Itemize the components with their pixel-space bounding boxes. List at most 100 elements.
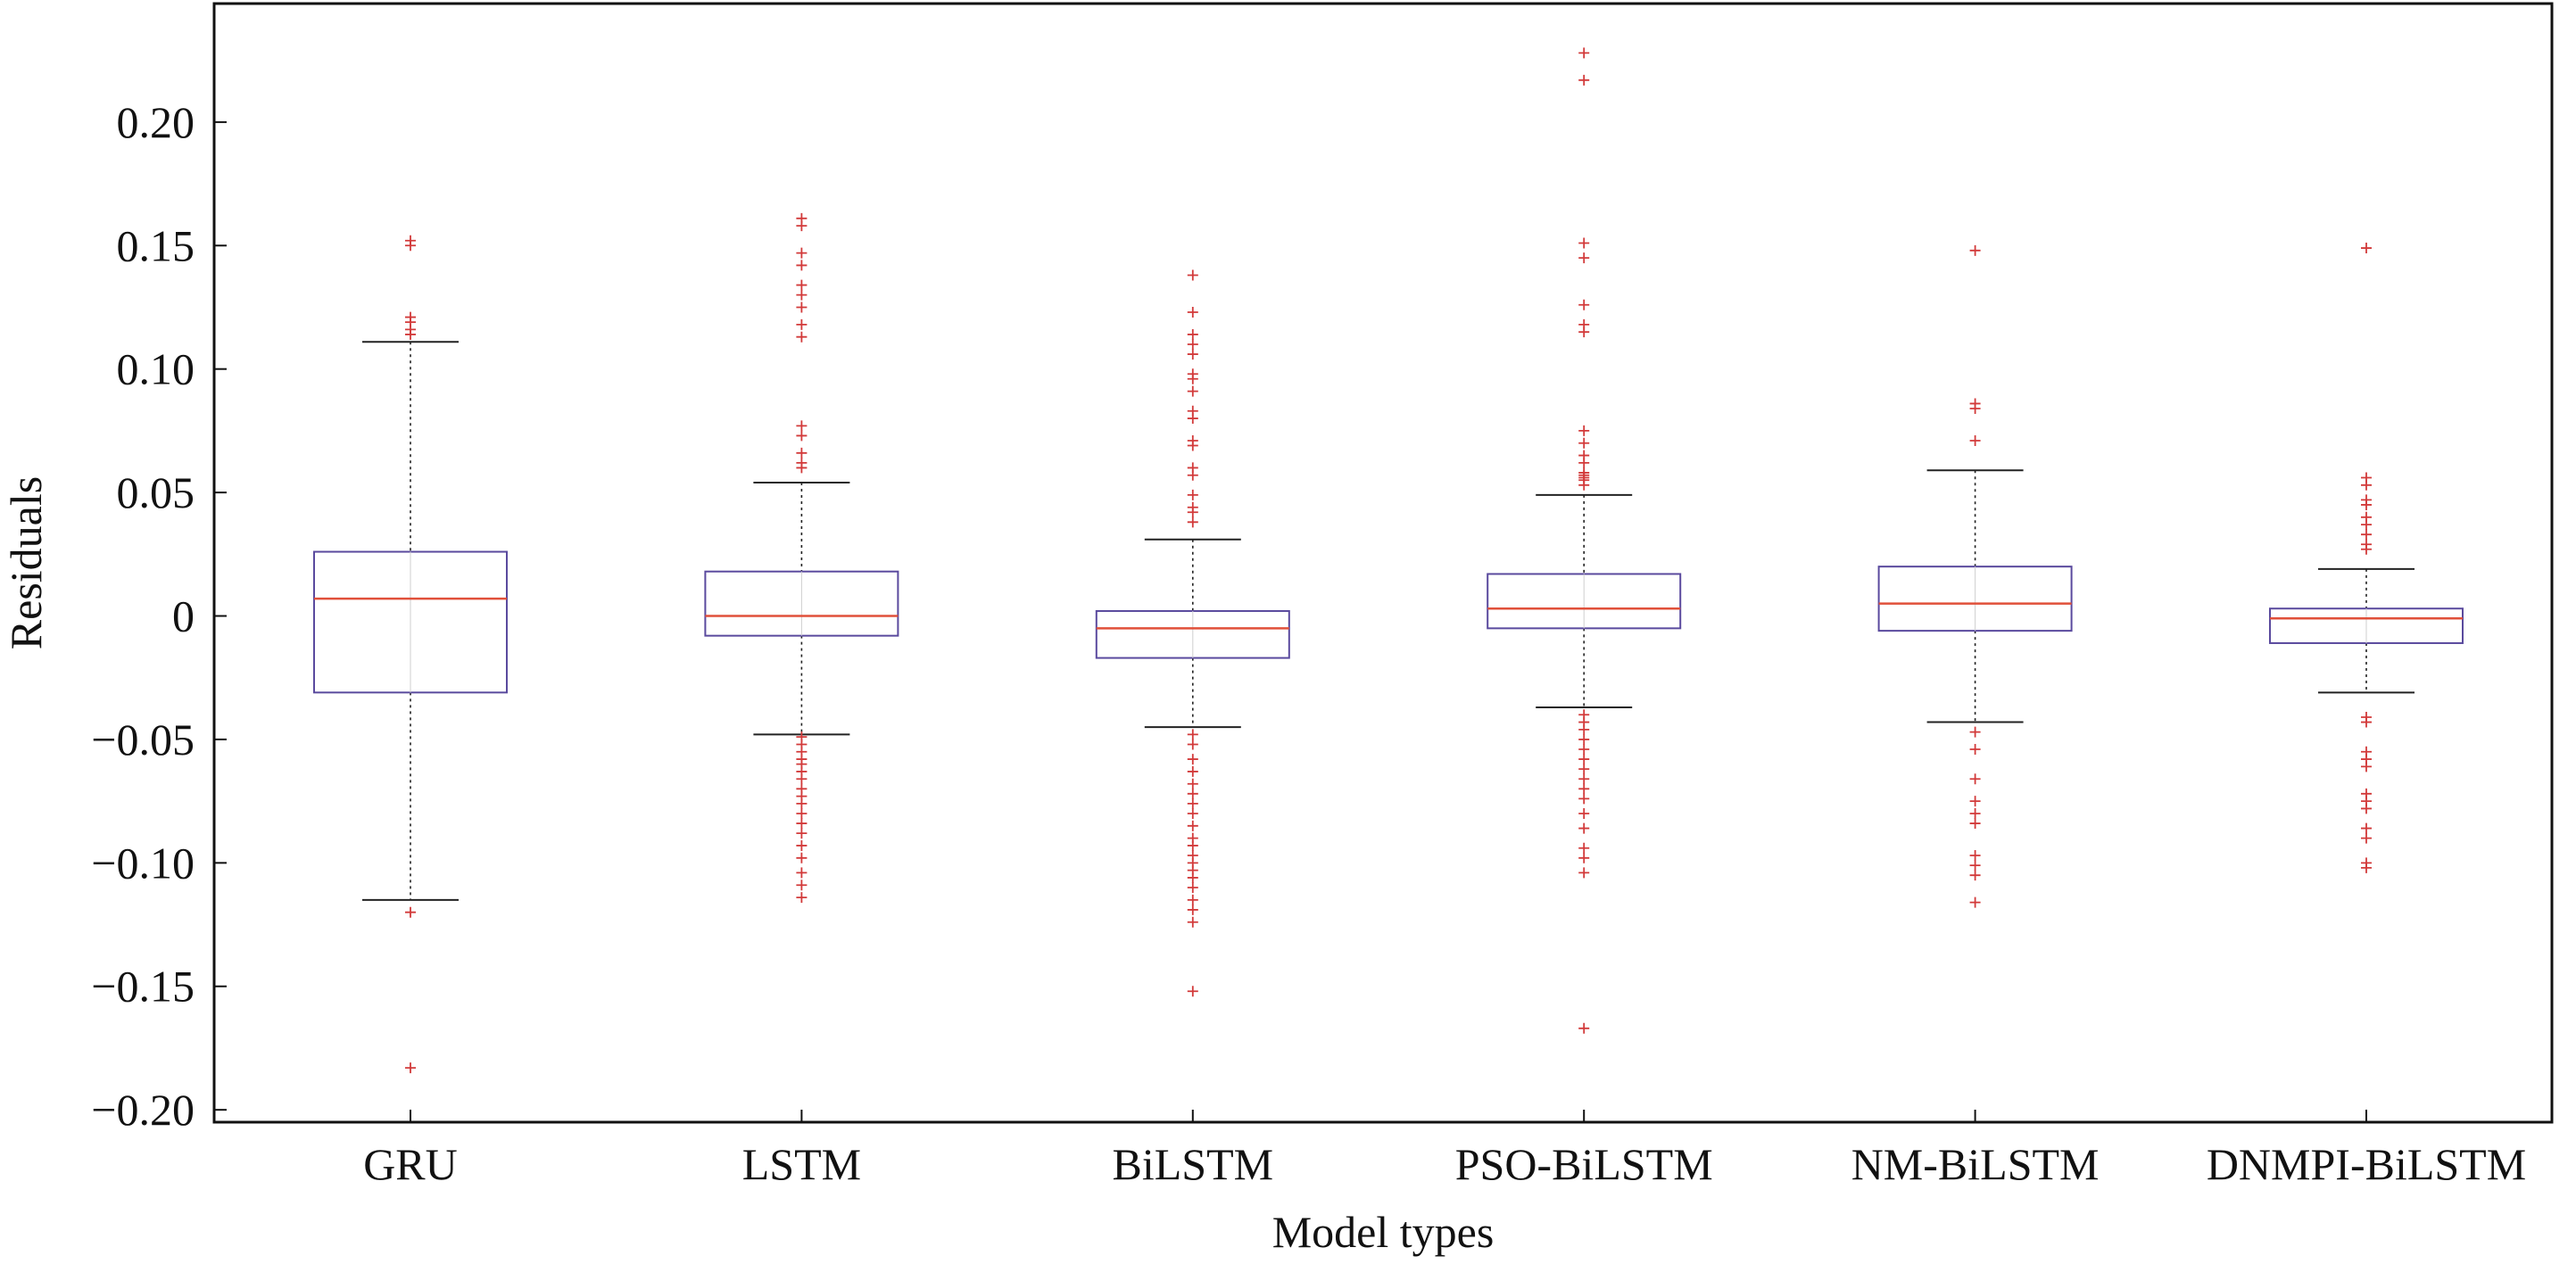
outlier-point — [796, 892, 808, 904]
outlier-point — [1187, 729, 1198, 740]
box-nm-bilstm — [1877, 244, 2073, 908]
outlier-point — [1969, 850, 1981, 862]
box-bilstm — [1095, 269, 1290, 997]
outlier-point — [1969, 896, 1981, 908]
outlier-point — [1578, 793, 1590, 805]
x-tick-label: BiLSTM — [1113, 1139, 1274, 1189]
outlier-point — [1187, 339, 1198, 351]
outlier-point — [1969, 860, 1981, 872]
outlier-point — [1187, 413, 1198, 425]
x-axis-title: Model types — [1272, 1207, 1495, 1257]
outlier-point — [405, 240, 416, 252]
outlier-point — [1578, 326, 1590, 338]
outlier-point — [1969, 402, 1981, 414]
x-tick-label: NM-BiLSTM — [1851, 1139, 2100, 1189]
outlier-point — [2361, 862, 2372, 873]
outlier-point — [2361, 832, 2372, 844]
outlier-point — [796, 773, 808, 785]
y-tick-label: −0.05 — [91, 715, 195, 764]
outlier-point — [1187, 788, 1198, 799]
outlier-point — [1187, 916, 1198, 928]
outlier-point — [1578, 867, 1590, 879]
y-axis-title: Residuals — [1, 476, 51, 649]
outlier-point — [796, 260, 808, 271]
y-tick-label: −0.10 — [91, 838, 195, 888]
outlier-point — [2361, 519, 2372, 531]
outlier-point — [796, 852, 808, 863]
outlier-point — [1187, 269, 1198, 281]
outlier-point — [1578, 457, 1590, 468]
outlier-point — [796, 430, 808, 442]
outlier-point — [1187, 872, 1198, 883]
outlier-point — [1969, 744, 1981, 755]
outlier-point — [796, 331, 808, 343]
outlier-point — [1187, 807, 1198, 819]
outlier-point — [1187, 986, 1198, 997]
outlier-point — [1578, 237, 1590, 249]
outlier-point — [1187, 839, 1198, 851]
outlier-point — [1969, 818, 1981, 830]
outlier-point — [1969, 796, 1981, 807]
outlier-point — [1578, 764, 1590, 775]
outlier-point — [2361, 479, 2372, 491]
outlier-point — [796, 289, 808, 301]
outlier-point — [1969, 870, 1981, 881]
outlier-point — [796, 220, 808, 232]
outlier-point — [1578, 733, 1590, 745]
outlier-point — [796, 318, 808, 330]
outlier-point — [1578, 479, 1590, 491]
outlier-point — [1187, 765, 1198, 777]
outlier-point — [1187, 385, 1198, 397]
outlier-point — [1578, 299, 1590, 310]
outlier-point — [796, 807, 808, 819]
outlier-point — [1187, 328, 1198, 340]
outlier-point — [1578, 807, 1590, 819]
outlier-point — [1578, 47, 1590, 59]
outlier-point — [1969, 726, 1981, 738]
outlier-point — [2361, 761, 2372, 772]
y-tick-label: −0.20 — [91, 1085, 195, 1135]
y-tick-label: 0.10 — [117, 344, 195, 394]
outlier-point — [1969, 244, 1981, 256]
outlier-point — [1187, 882, 1198, 894]
outlier-point — [1187, 820, 1198, 831]
outlier-point — [1578, 773, 1590, 785]
outlier-point — [1578, 822, 1590, 834]
outlier-point — [1187, 739, 1198, 750]
outlier-point — [1187, 904, 1198, 915]
outlier-point — [2361, 499, 2372, 510]
outlier-point — [796, 462, 808, 474]
outlier-point — [1187, 894, 1198, 905]
outlier-point — [1187, 307, 1198, 318]
outlier-point — [1187, 754, 1198, 765]
x-tick-label: DNMPI-BiLSTM — [2207, 1139, 2526, 1189]
outlier-point — [1578, 744, 1590, 755]
outlier-point — [1187, 373, 1198, 384]
outlier-point — [1187, 469, 1198, 481]
outlier-point — [1187, 349, 1198, 360]
outlier-point — [796, 839, 808, 851]
outlier-point — [1578, 842, 1590, 854]
outlier-point — [796, 797, 808, 809]
y-tick-label: 0.05 — [117, 467, 195, 517]
outlier-point — [2361, 822, 2372, 834]
outlier-point — [1578, 74, 1590, 86]
outlier-point — [796, 447, 808, 459]
outlier-point — [1578, 1022, 1590, 1034]
outlier-point — [405, 1062, 416, 1074]
outlier-point — [1578, 754, 1590, 765]
outlier-point — [2361, 243, 2372, 254]
outlier-point — [405, 328, 416, 340]
outlier-point — [1187, 778, 1198, 789]
outlier-point — [1578, 437, 1590, 449]
plot-frame — [212, 2, 2554, 1124]
outlier-point — [2361, 803, 2372, 814]
outlier-point — [796, 828, 808, 839]
y-axis: −0.20 −0.15 −0.10 −0.05 0 0.05 0.10 0.15 0.20 — [91, 97, 227, 1135]
y-tick-label: 0.15 — [117, 220, 195, 270]
outlier-point — [2361, 529, 2372, 541]
y-tick-label: 0.20 — [117, 97, 195, 147]
box-dnmpi-bilstm — [2269, 243, 2464, 873]
outlier-point — [1187, 440, 1198, 451]
